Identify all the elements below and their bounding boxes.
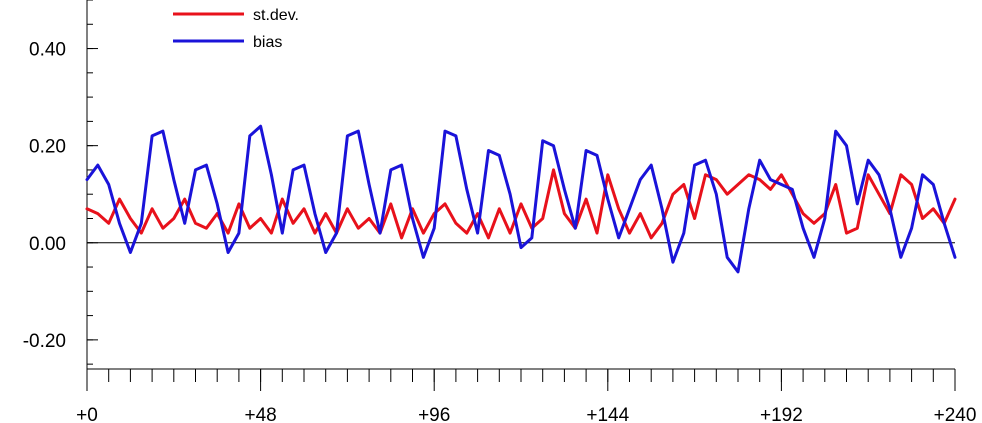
series-line-st-dev <box>85 168 957 240</box>
x-tick-label: +48 <box>244 405 276 423</box>
y-tick-label: 0.00 <box>29 234 66 255</box>
x-tick-label: +0 <box>76 405 98 423</box>
x-tick-label: +192 <box>760 405 803 423</box>
x-tick-label: +240 <box>934 405 977 423</box>
y-tick-label: 0.20 <box>29 137 66 158</box>
y-tick-label: -0.20 <box>23 331 66 352</box>
x-tick-label: +96 <box>418 405 450 423</box>
legend-label-st-dev: st.dev. <box>253 7 299 24</box>
legend: st.dev. bias <box>173 7 299 51</box>
legend-label-bias: bias <box>253 34 282 51</box>
axes-layer: 0.40 0.20 0.00 -0.20 +0 +48 +96 +144 +192 +240 <box>23 0 977 423</box>
series-line-bias <box>85 124 957 274</box>
y-tick-label: 0.40 <box>29 40 66 61</box>
x-tick-label: +144 <box>586 405 629 423</box>
series-layer <box>85 124 957 274</box>
